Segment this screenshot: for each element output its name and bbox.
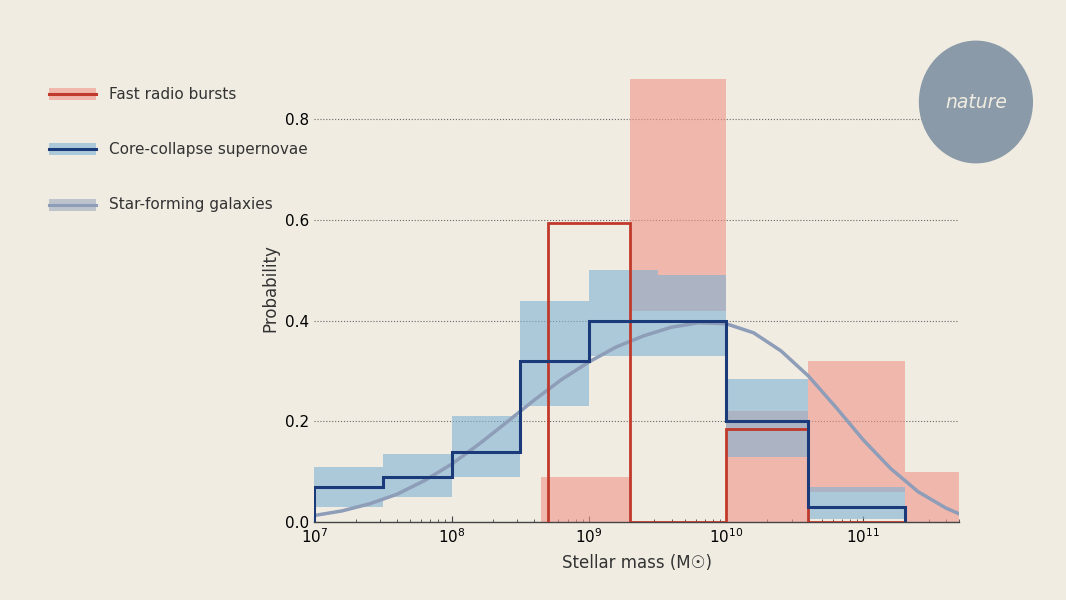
Text: Star-forming galaxies: Star-forming galaxies — [109, 197, 273, 212]
Ellipse shape — [920, 41, 1032, 163]
Text: Core-collapse supernovae: Core-collapse supernovae — [109, 142, 307, 157]
Y-axis label: Probability: Probability — [262, 244, 279, 332]
X-axis label: Stellar mass (M☉): Stellar mass (M☉) — [562, 554, 712, 572]
Text: Fast radio bursts: Fast radio bursts — [109, 87, 236, 101]
Text: nature: nature — [944, 92, 1007, 112]
